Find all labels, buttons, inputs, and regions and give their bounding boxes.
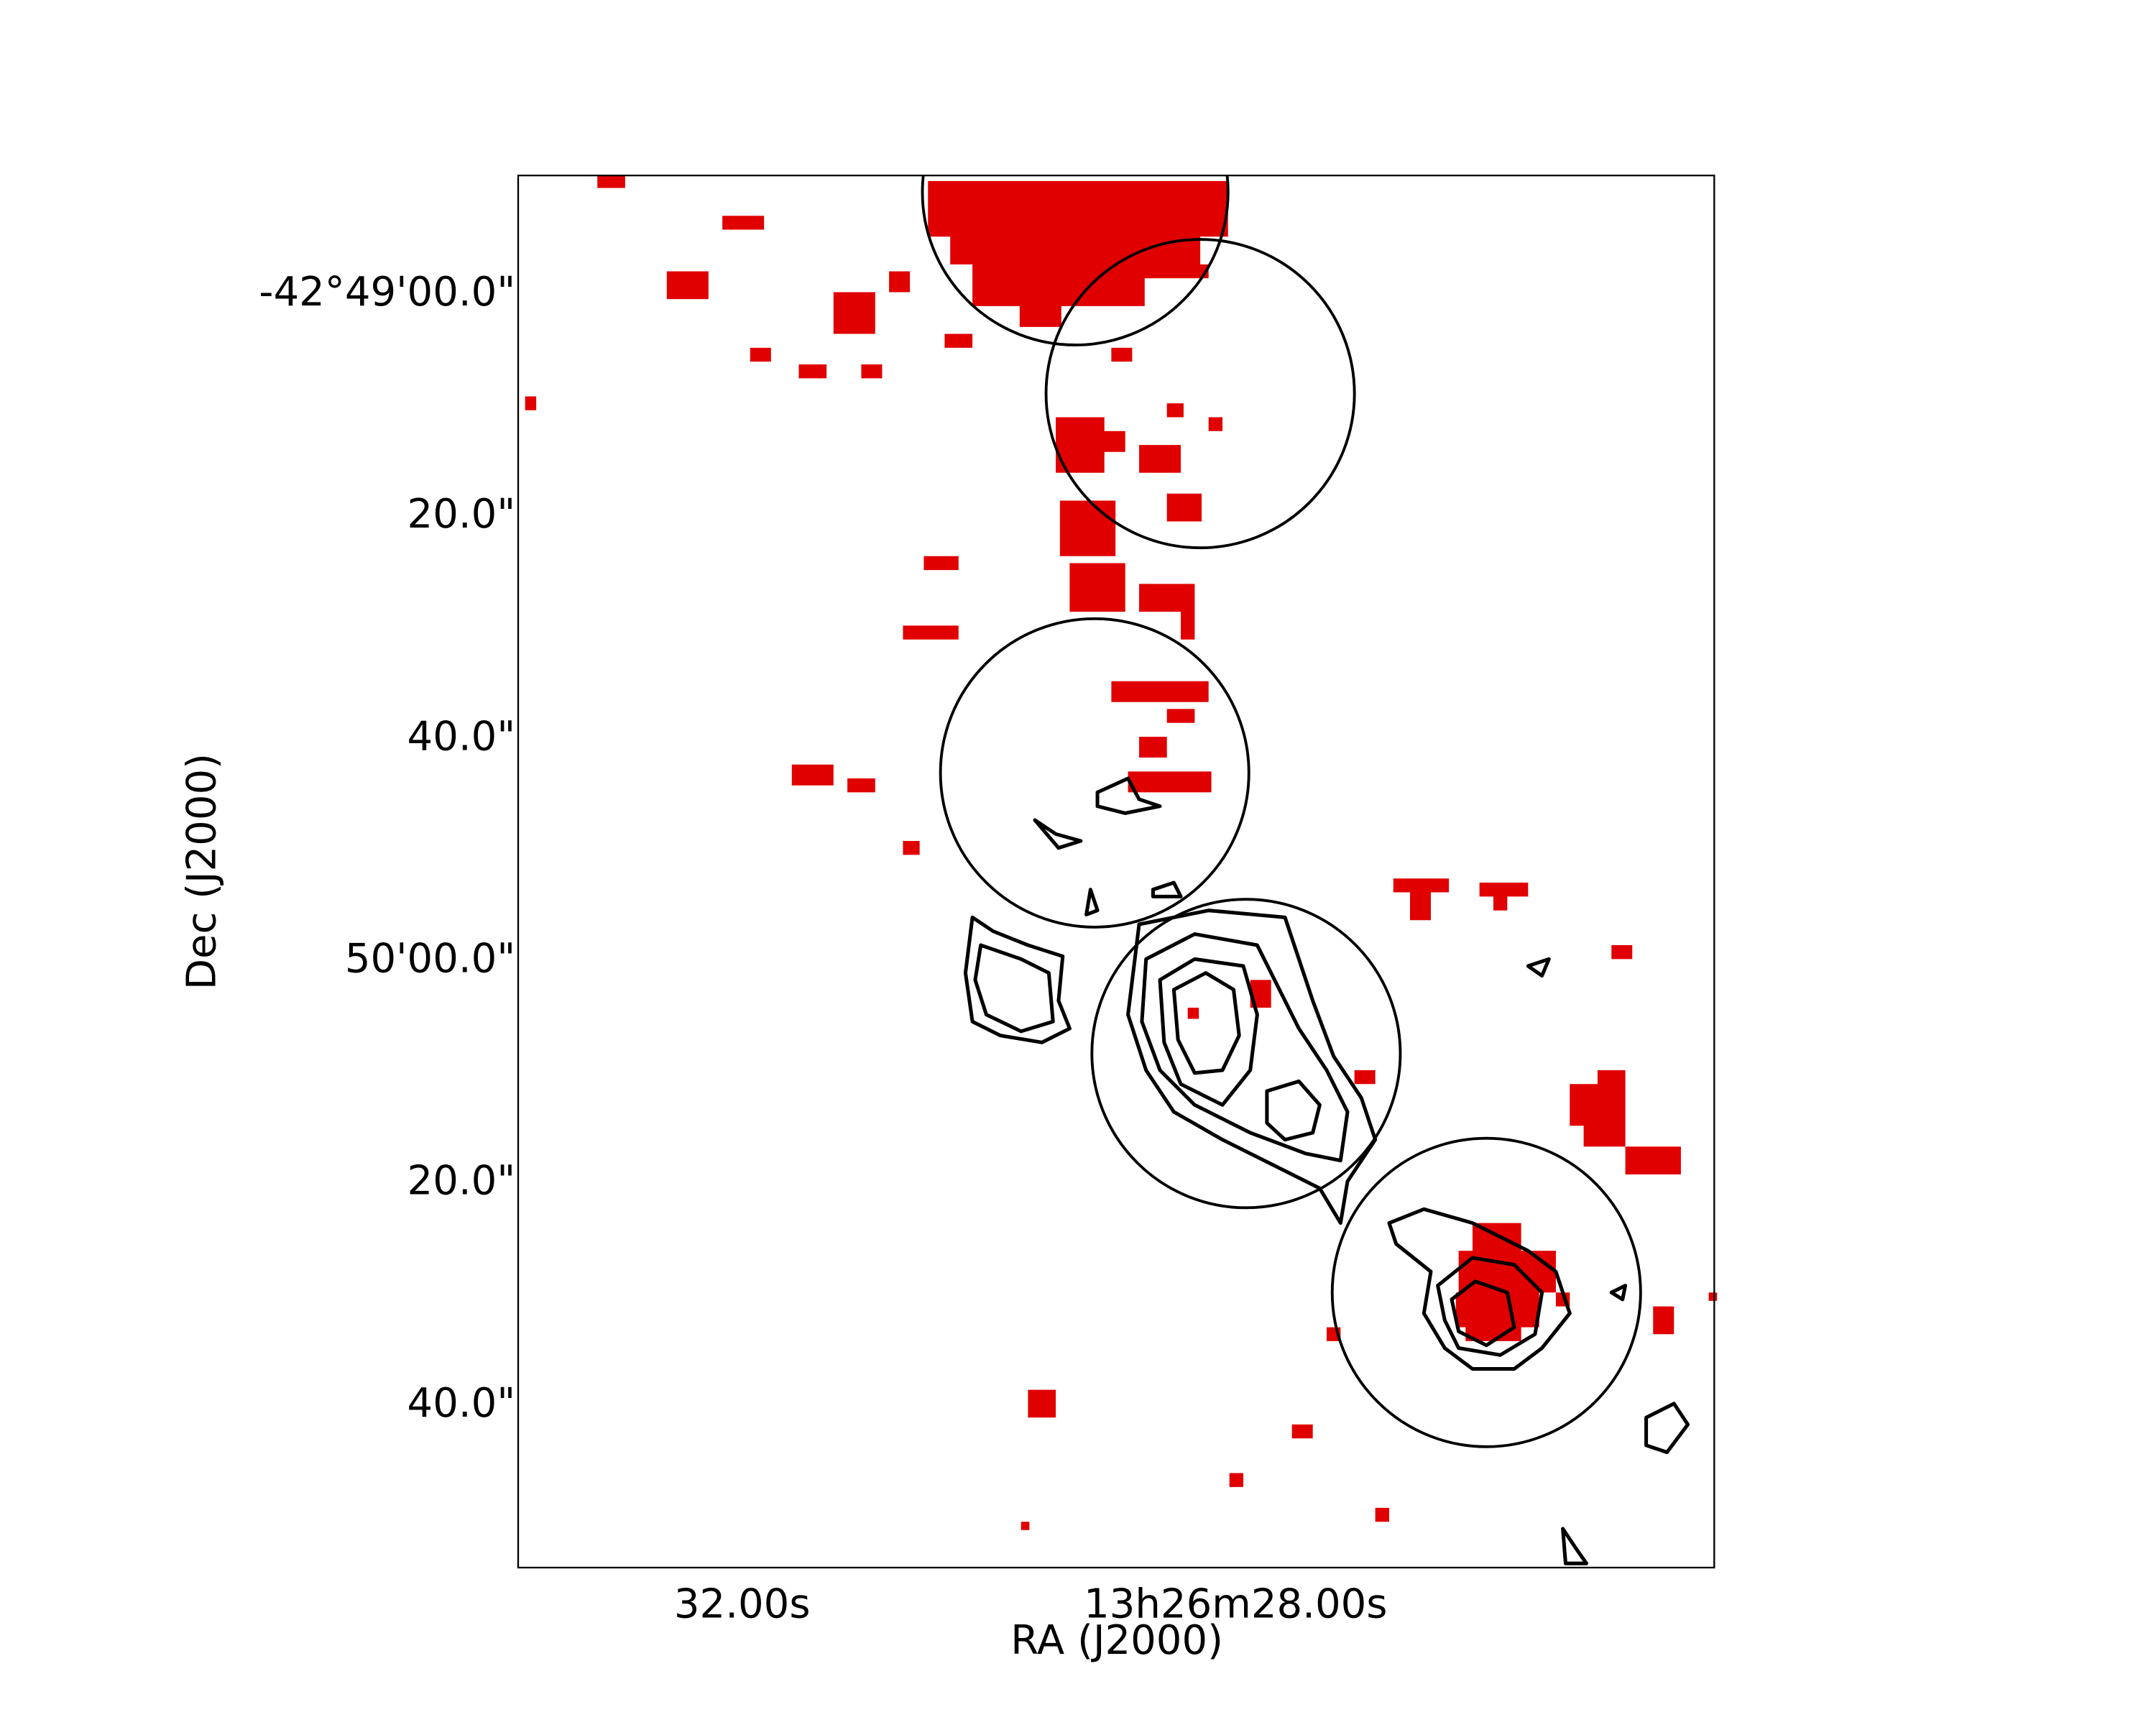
x-axis-label: RA (J2000) [1010,1617,1223,1664]
y-tick-label: -42°49'00.0" [259,269,515,316]
contour [963,915,1072,1044]
y-tick-label: 20.0" [407,491,516,538]
contour [1526,957,1690,1565]
contour [1436,1256,1544,1357]
contour [1158,957,1259,1107]
plot-frame [517,174,1715,1569]
aperture-circle [939,617,1250,929]
contour [1171,971,1241,1075]
red-emission [525,174,1718,1598]
y-tick-label: 40.0" [407,713,516,760]
y-tick-label: 20.0" [407,1158,516,1205]
contour [1033,776,1183,916]
contour [1387,1207,1572,1371]
y-tick-label: 40.0" [407,1380,516,1427]
contour [1450,1279,1516,1348]
x-tick-label: 13h26m28.00s [1084,1581,1387,1628]
y-tick-label: 50'00.0" [345,935,515,982]
x-tick-label: 32.00s [674,1581,811,1628]
emission-map [525,174,1718,1598]
aperture-circle [1090,898,1402,1210]
contour [973,943,1055,1034]
aperture-circle [1330,1136,1642,1448]
aperture-circle [1044,238,1356,550]
mask [0,0,2156,176]
contours [963,776,1690,1565]
y-axis-label: Dec (J2000) [179,753,226,990]
contour [1140,932,1350,1163]
contour [1126,908,1378,1225]
contour [1265,1079,1322,1142]
